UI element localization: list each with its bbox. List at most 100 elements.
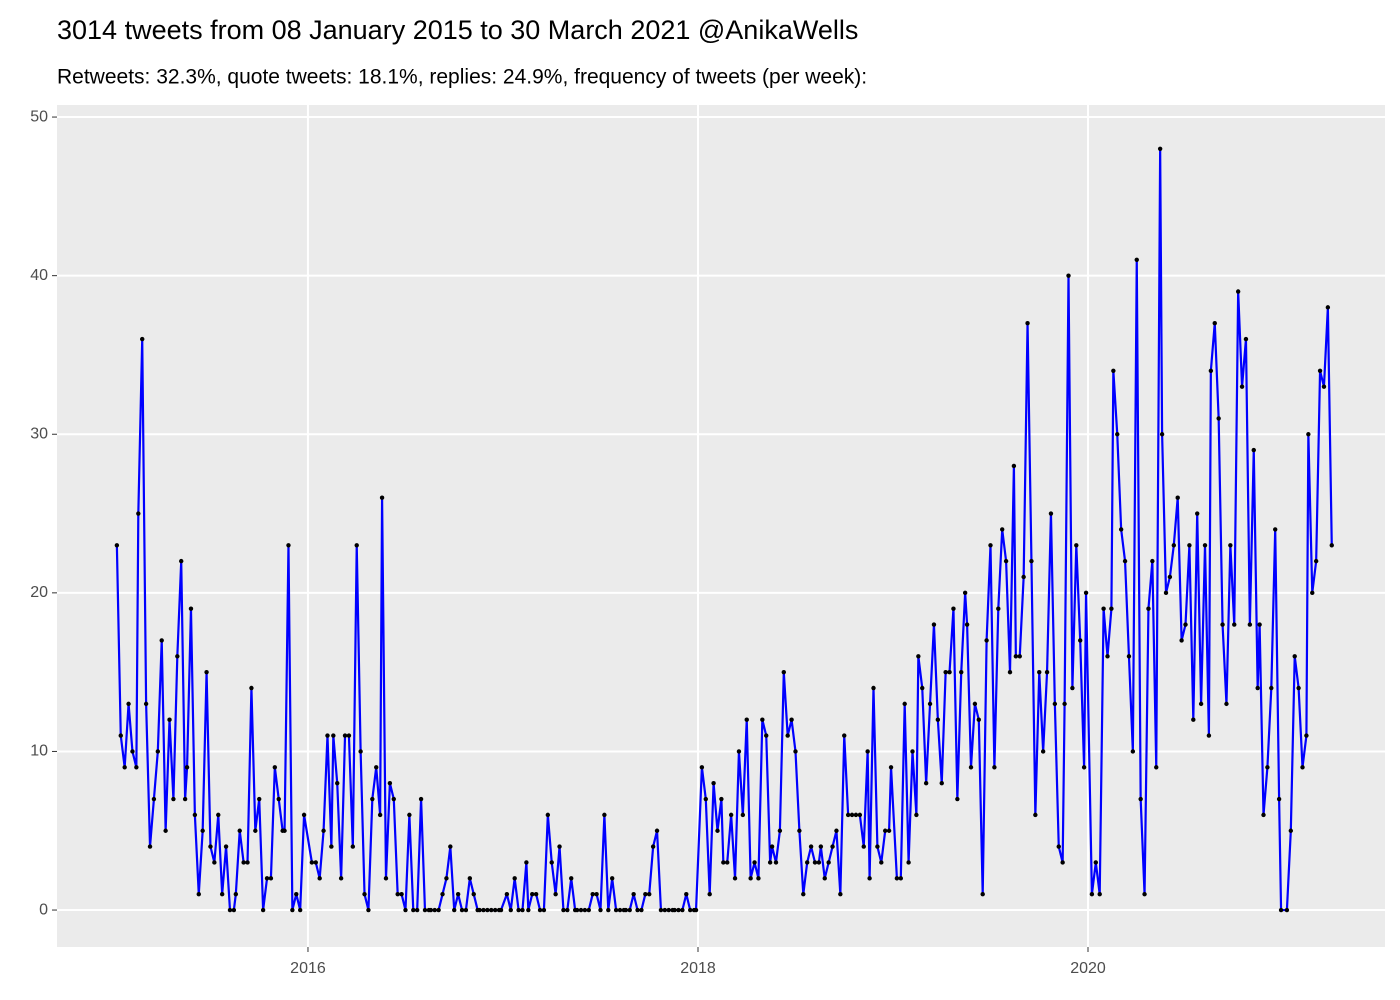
data-point xyxy=(358,749,363,754)
data-point xyxy=(136,511,141,516)
data-point xyxy=(175,654,180,659)
data-point xyxy=(329,844,334,849)
y-tick-label: 10 xyxy=(30,743,48,760)
data-point xyxy=(951,606,956,611)
data-point xyxy=(1105,654,1110,659)
data-point xyxy=(586,907,591,913)
data-point xyxy=(728,812,734,818)
data-point xyxy=(865,749,870,754)
data-point xyxy=(346,733,352,738)
data-point xyxy=(1317,368,1323,374)
data-point xyxy=(1276,796,1282,802)
data-point xyxy=(1109,606,1114,611)
y-tick-label: 50 xyxy=(30,108,48,125)
data-point xyxy=(448,844,453,849)
data-point xyxy=(520,907,525,913)
data-point xyxy=(623,907,629,913)
data-point xyxy=(379,495,385,500)
data-point xyxy=(241,860,246,865)
data-point xyxy=(122,765,127,770)
data-point xyxy=(914,812,919,818)
data-point xyxy=(684,891,689,897)
data-point xyxy=(1044,669,1050,675)
x-tick-label: 2016 xyxy=(290,960,326,977)
data-point xyxy=(947,669,952,675)
data-point xyxy=(1310,590,1315,596)
data-point xyxy=(155,749,161,754)
data-point xyxy=(196,891,201,897)
data-point xyxy=(1134,257,1139,262)
y-tick-label: 40 xyxy=(30,267,48,284)
data-point xyxy=(756,876,761,881)
data-point xyxy=(1070,685,1075,691)
data-point xyxy=(565,907,570,913)
x-tick-label: 2020 xyxy=(1070,960,1106,977)
data-point xyxy=(693,907,699,913)
data-point xyxy=(871,685,876,691)
data-point xyxy=(744,717,749,722)
data-point xyxy=(179,558,184,564)
data-point xyxy=(1013,654,1019,659)
data-point xyxy=(923,780,929,786)
data-point xyxy=(1097,891,1102,897)
data-point xyxy=(286,543,291,548)
data-point xyxy=(916,654,921,659)
data-point xyxy=(134,765,139,770)
data-point xyxy=(1083,590,1089,596)
data-point xyxy=(268,876,274,881)
data-point xyxy=(533,891,539,897)
data-point xyxy=(331,733,336,738)
data-point xyxy=(231,907,237,913)
data-point xyxy=(1126,654,1132,659)
data-point xyxy=(1074,543,1079,548)
data-point xyxy=(1056,844,1061,849)
data-point xyxy=(740,812,746,818)
data-point xyxy=(1048,511,1054,516)
data-point xyxy=(808,844,814,849)
data-point xyxy=(988,543,993,548)
data-point xyxy=(767,860,773,865)
data-point xyxy=(184,765,190,770)
data-point xyxy=(748,876,753,881)
data-point xyxy=(403,907,408,913)
data-point xyxy=(1007,669,1013,675)
data-point xyxy=(719,796,724,802)
data-point xyxy=(1325,305,1331,310)
data-point xyxy=(785,733,790,738)
data-point xyxy=(492,907,498,913)
data-point xyxy=(962,590,968,596)
data-point xyxy=(647,891,652,897)
data-point xyxy=(1025,321,1030,326)
data-point xyxy=(793,749,798,754)
data-point xyxy=(245,860,250,865)
data-point xyxy=(463,907,469,913)
data-point xyxy=(666,907,671,913)
data-point xyxy=(773,860,779,865)
data-point xyxy=(943,669,948,675)
data-point xyxy=(1033,812,1038,818)
data-point xyxy=(1159,432,1165,437)
data-point xyxy=(545,812,551,818)
data-point xyxy=(1243,336,1249,342)
data-point xyxy=(114,543,120,548)
data-point xyxy=(414,907,420,913)
data-point xyxy=(147,844,153,849)
data-point xyxy=(617,907,623,913)
data-point xyxy=(440,891,445,897)
data-point xyxy=(399,891,404,897)
data-point xyxy=(1052,701,1058,707)
data-point xyxy=(1167,574,1173,580)
data-point xyxy=(471,891,476,897)
data-point xyxy=(524,860,529,865)
data-point xyxy=(219,891,225,897)
data-point xyxy=(204,669,209,675)
data-point xyxy=(257,796,262,802)
data-point xyxy=(1195,511,1200,516)
data-point xyxy=(227,907,233,913)
data-point xyxy=(801,891,806,897)
data-point xyxy=(1142,891,1147,897)
data-point xyxy=(703,796,708,802)
data-point xyxy=(1191,717,1196,722)
data-point xyxy=(350,844,356,849)
data-point xyxy=(1062,701,1067,707)
